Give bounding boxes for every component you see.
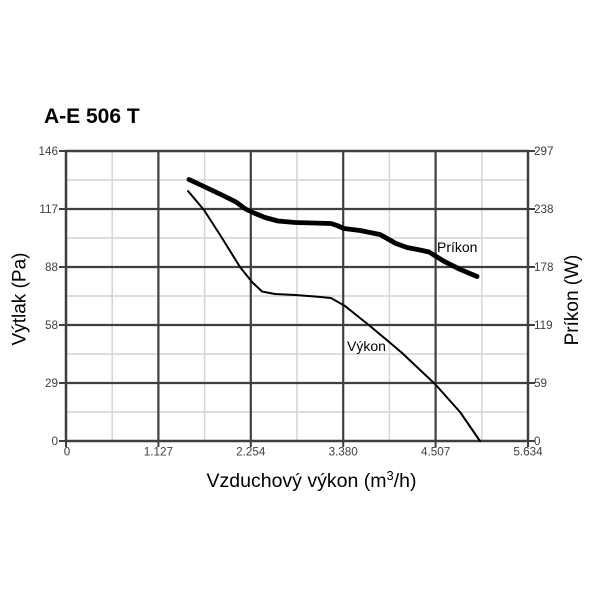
svg-text:0: 0 (64, 446, 71, 459)
svg-text:238: 238 (534, 203, 554, 216)
svg-text:146: 146 (38, 145, 58, 158)
svg-text:A-E 506 T: A-E 506 T (44, 105, 140, 128)
svg-text:2.254: 2.254 (236, 446, 266, 459)
svg-text:Príkon (W): Príkon (W) (562, 255, 583, 346)
svg-text:58: 58 (45, 319, 58, 332)
svg-text:297: 297 (534, 145, 554, 158)
svg-text:5.634: 5.634 (513, 446, 543, 459)
svg-text:0: 0 (534, 435, 541, 448)
svg-text:Výkon: Výkon (347, 338, 386, 354)
svg-text:1.127: 1.127 (144, 446, 173, 459)
svg-text:178: 178 (534, 261, 554, 274)
svg-text:29: 29 (45, 377, 58, 390)
svg-text:3.380: 3.380 (329, 446, 359, 459)
svg-text:88: 88 (45, 261, 58, 274)
svg-text:Vzduchový výkon (m3/h): Vzduchový výkon (m3/h) (207, 468, 417, 492)
svg-text:Príkon: Príkon (437, 239, 477, 255)
svg-text:4.507: 4.507 (421, 446, 450, 459)
svg-text:59: 59 (534, 377, 547, 390)
svg-text:117: 117 (39, 203, 58, 216)
svg-text:119: 119 (534, 319, 553, 332)
svg-text:Výtlak (Pa): Výtlak (Pa) (10, 253, 31, 346)
svg-text:0: 0 (51, 435, 58, 448)
